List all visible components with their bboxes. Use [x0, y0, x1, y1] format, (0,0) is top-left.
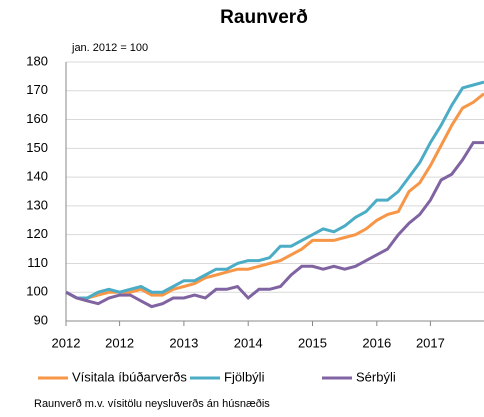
y-tick-label: 90: [34, 312, 48, 327]
y-tick-label: 150: [26, 140, 48, 155]
x-tick-label: 2017: [416, 335, 445, 350]
chart-title: Raunverð: [220, 7, 308, 28]
x-tick-label: 2014: [234, 335, 263, 350]
legend-label: Vísitala íbúðarverðs: [72, 369, 187, 384]
x-tick-label: 2013: [169, 335, 198, 350]
y-tick-label: 180: [26, 53, 48, 68]
y-tick-label: 160: [26, 111, 48, 126]
x-tick-label: 2012: [105, 335, 134, 350]
y-tick-label: 130: [26, 197, 48, 212]
series-line: [65, 92, 484, 300]
x-tick-label: 2015: [298, 335, 327, 350]
legend-label: Sérbýli: [356, 369, 396, 384]
y-tick-label: 110: [27, 255, 48, 270]
y-tick-label: 140: [26, 169, 48, 184]
chart-subtitle: jan. 2012 = 100: [71, 42, 148, 54]
legend-label: Fjölbýli: [224, 369, 265, 384]
chart-note: Raunverð m.v. vísitölu neysluverðs án hú…: [34, 398, 270, 410]
series-line: [65, 80, 484, 300]
y-tick-label: 100: [26, 284, 48, 299]
y-tick-label: 120: [26, 226, 48, 241]
y-tick-label: 170: [26, 82, 48, 97]
x-tick-label: 2012: [52, 335, 81, 350]
series-line: [65, 141, 484, 309]
x-tick-label: 2016: [362, 335, 391, 350]
